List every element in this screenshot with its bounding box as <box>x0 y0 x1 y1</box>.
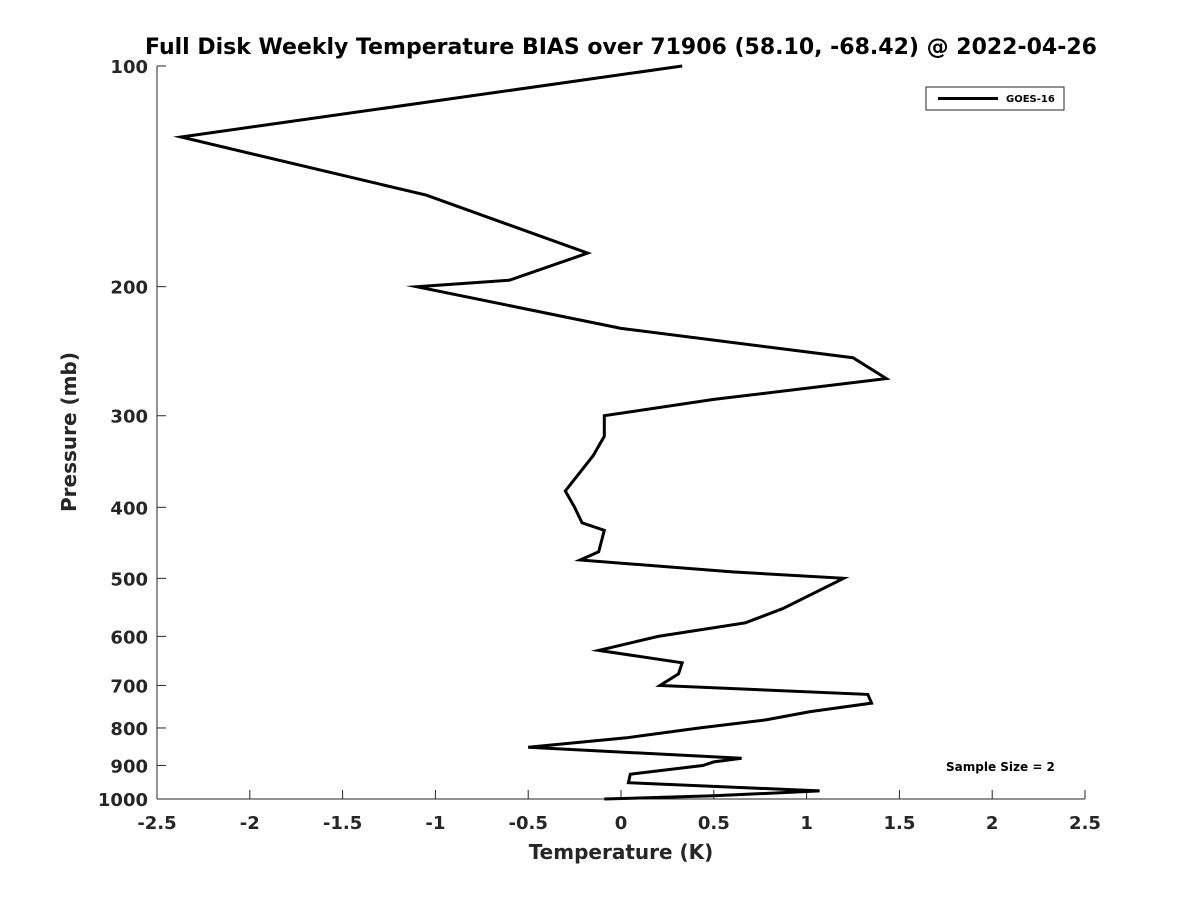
legend-label-goes-16: GOES-16 <box>1006 94 1055 105</box>
y-axis-label: Pressure (mb) <box>57 352 81 512</box>
x-tick-label: 0.5 <box>698 813 730 834</box>
y-tick-label: 300 <box>110 407 148 428</box>
y-tick-label: 400 <box>110 498 148 519</box>
y-ticks: 100 200 300 400 500 600 700 800 900 1000 <box>98 57 166 811</box>
x-tick-label: -1 <box>425 813 445 834</box>
x-tick-label: -2 <box>240 813 260 834</box>
y-tick-label: 700 <box>110 676 148 697</box>
series-layer <box>173 64 891 801</box>
x-tick-label: -1.5 <box>323 813 362 834</box>
x-tick-label: 0 <box>615 813 628 834</box>
y-tick-label: 200 <box>110 278 148 299</box>
x-tick-label: -0.5 <box>509 813 548 834</box>
x-tick-label: -2.5 <box>137 813 176 834</box>
y-tick-label: 500 <box>110 569 148 590</box>
series-line-goes-16 <box>173 64 891 801</box>
sample-size-annotation: Sample Size = 2 <box>946 760 1055 774</box>
y-tick-label: 1000 <box>98 790 148 811</box>
x-tick-label: 1 <box>800 813 813 834</box>
legend: GOES-16 <box>925 86 1065 111</box>
y-tick-label: 800 <box>110 719 148 740</box>
y-tick-label: 100 <box>110 57 148 78</box>
x-tick-label: 2 <box>986 813 999 834</box>
chart-title: Full Disk Weekly Temperature BIAS over 7… <box>145 35 1097 60</box>
x-ticks: -2.5 -2 -1.5 -1 -0.5 0 0.5 1 1.5 2 2.5 <box>137 790 1101 834</box>
plot-frame <box>156 66 1085 800</box>
y-tick-label: 900 <box>110 756 148 777</box>
x-axis-label: Temperature (K) <box>529 840 714 864</box>
x-tick-label: 2.5 <box>1069 813 1101 834</box>
x-tick-label: 1.5 <box>883 813 915 834</box>
y-tick-label: 600 <box>110 627 148 648</box>
